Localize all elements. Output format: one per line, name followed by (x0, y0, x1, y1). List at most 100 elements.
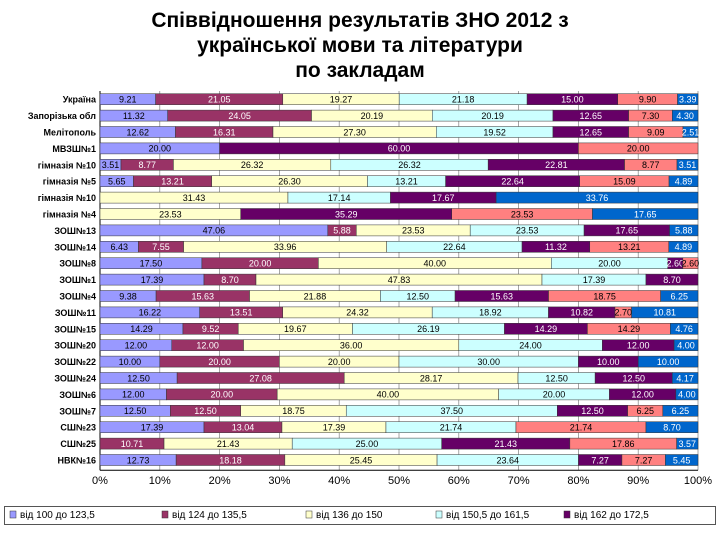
legend-label: від 124 до 135,5 (172, 510, 247, 521)
data-label: 21.43 (217, 439, 240, 449)
data-label: 26.30 (278, 177, 301, 187)
x-tick-label: 100% (684, 475, 712, 487)
data-label: 12.50 (127, 373, 150, 383)
x-tick-label: 30% (268, 475, 290, 487)
x-tick-label: 90% (627, 475, 649, 487)
data-label: 13.04 (232, 423, 255, 433)
data-label: 22.81 (545, 160, 568, 170)
category-label: гімназія №10 (38, 160, 96, 170)
bar-segment (670, 323, 699, 335)
data-label: 27.30 (343, 127, 366, 137)
data-label: 33.96 (274, 242, 297, 252)
data-label: 12.50 (406, 291, 429, 301)
data-label: 13.21 (161, 177, 184, 187)
category-label: НВК№16 (57, 456, 96, 466)
bar-segment (676, 437, 699, 450)
bar-segment (660, 290, 699, 302)
data-label: 14.29 (130, 324, 153, 334)
category-label: гімназія №5 (43, 177, 96, 187)
bar-segment (668, 241, 699, 253)
bar-segment (673, 339, 699, 351)
data-label: 10.82 (570, 308, 593, 318)
bar-segment (578, 142, 699, 155)
x-tick-label: 40% (328, 475, 350, 487)
data-label: 17.67 (432, 193, 455, 203)
legend-swatch (305, 510, 313, 519)
data-label: 18.92 (479, 308, 502, 318)
data-label: 3.57 (679, 439, 697, 449)
data-label: 6.25 (636, 406, 654, 416)
data-label: 17.39 (323, 423, 346, 433)
category-label: ЗОШ№24 (54, 374, 96, 384)
data-label: 17.14 (328, 193, 351, 203)
bar-segment (637, 355, 699, 368)
data-label: 22.64 (443, 242, 466, 252)
data-label: 19.27 (330, 95, 353, 105)
data-label: 17.39 (141, 275, 164, 285)
data-label: 19.52 (483, 127, 506, 137)
bar-segment (665, 454, 699, 466)
category-label: МВЗШ№1 (52, 144, 96, 154)
title-line-1: Співвідношення результатів ЗНО 2012 з (151, 9, 569, 32)
bar-segment (669, 224, 699, 237)
data-label: 26.19 (417, 324, 440, 334)
category-label: Мелітополь (44, 128, 97, 138)
x-tick-label: 10% (149, 475, 171, 487)
category-label: гімназія №4 (43, 210, 96, 220)
data-label: 20.00 (328, 357, 351, 367)
data-label: 17.65 (616, 226, 639, 236)
data-label: 12.65 (580, 111, 603, 121)
data-label: 7.55 (152, 242, 170, 252)
data-label: 12.50 (124, 406, 147, 416)
data-label: 9.52 (202, 324, 220, 334)
title-line-2: української мови та літератури (197, 34, 523, 57)
data-label: 27.08 (249, 373, 272, 383)
data-label: 15.00 (561, 95, 584, 105)
x-tick-label: 20% (209, 475, 231, 487)
data-label: 23.64 (496, 455, 519, 465)
data-label: 12.00 (122, 390, 145, 400)
data-label: 4.89 (675, 242, 693, 252)
data-label: 15.63 (491, 291, 514, 301)
data-label: 23.53 (159, 209, 182, 219)
data-label: 19.67 (284, 324, 307, 334)
data-label: 13.21 (618, 242, 641, 252)
bar-segment (645, 421, 699, 433)
data-label: 4.00 (677, 341, 695, 351)
category-label: ЗОШ№1 (59, 275, 96, 285)
data-label: 12.00 (125, 341, 148, 351)
legend-swatch (435, 510, 443, 519)
data-label: 20.00 (627, 144, 650, 154)
title-line-3: по закладам (295, 59, 425, 82)
data-label: 40.00 (377, 390, 400, 400)
data-label: 13.51 (230, 308, 253, 318)
data-label: 9.38 (119, 291, 137, 301)
legend-label: від 162 до 172,5 (574, 510, 649, 521)
bar-segment (645, 273, 699, 286)
legend-label: від 150,5 до 161,5 (446, 510, 530, 521)
data-label: 11.32 (545, 242, 567, 252)
data-label: 3.51 (679, 160, 697, 170)
data-label: 21.74 (440, 423, 463, 433)
legend-label: від 136 до 150 (316, 510, 383, 521)
data-label: 18.75 (593, 291, 616, 301)
data-label: 33.76 (586, 193, 609, 203)
data-label: 2.70 (614, 308, 632, 318)
legend-swatch (9, 510, 17, 519)
data-label: 7.27 (635, 455, 653, 465)
data-label: 40.00 (424, 259, 447, 269)
data-label: 21.74 (570, 423, 593, 433)
data-label: 47.83 (388, 275, 411, 285)
data-label: 30.00 (477, 357, 500, 367)
data-label: 16.31 (213, 127, 236, 137)
data-label: 10.00 (657, 357, 680, 367)
data-label: 6.43 (110, 242, 128, 252)
legend-swatch (161, 510, 169, 519)
category-label: ЗОШ№7 (59, 406, 96, 416)
data-label: 24.05 (228, 111, 251, 121)
data-label: 10.71 (121, 439, 144, 449)
category-label: ЗОШ№20 (54, 341, 96, 351)
data-label: 4.17 (676, 373, 694, 383)
data-label: 13.21 (395, 177, 418, 187)
data-label: 24.00 (519, 341, 542, 351)
